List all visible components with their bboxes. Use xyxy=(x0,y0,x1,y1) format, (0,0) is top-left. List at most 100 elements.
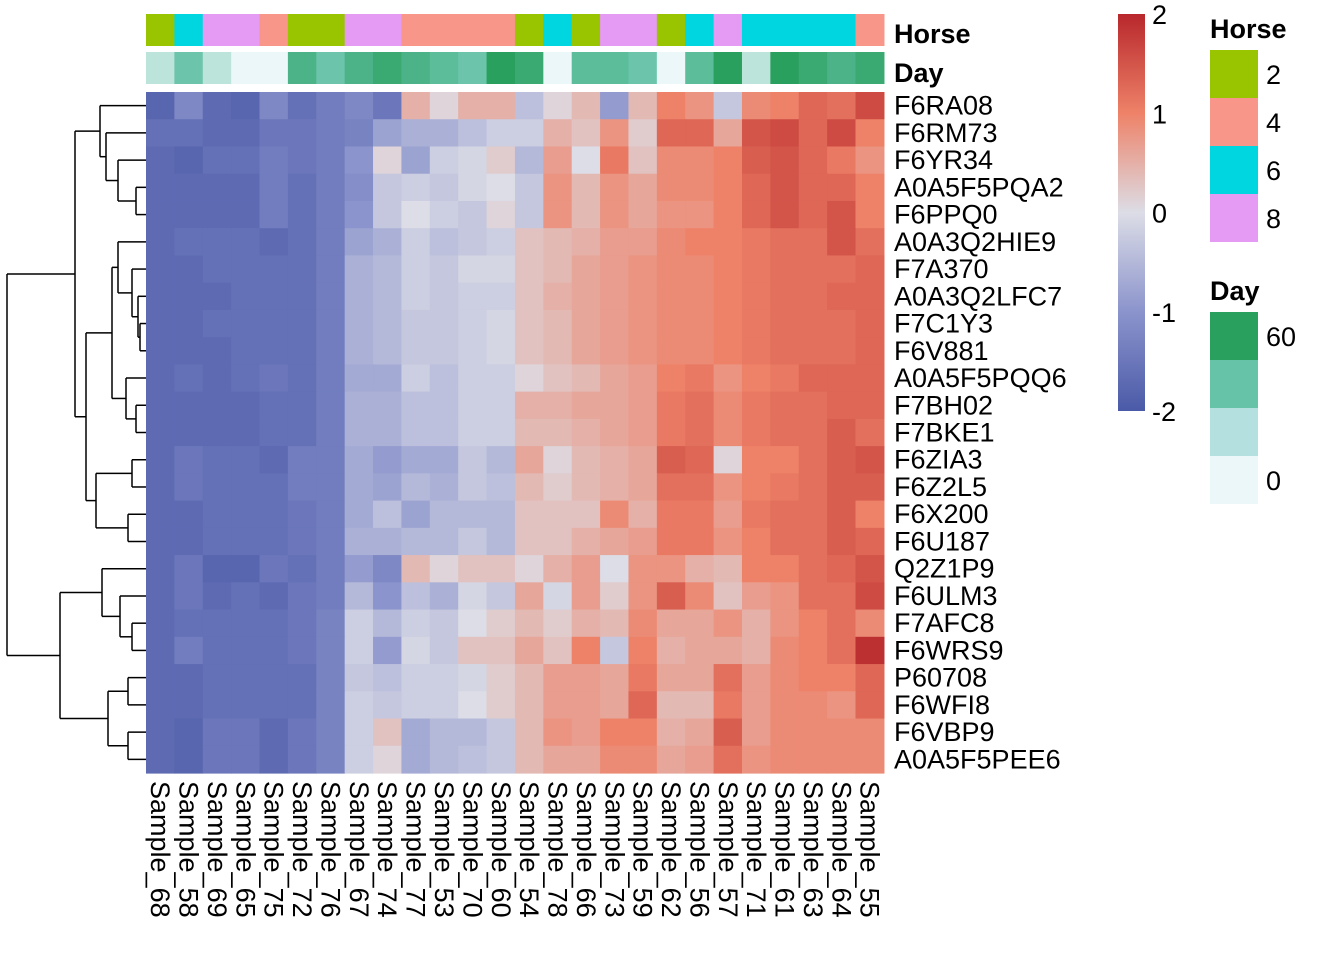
heatmap-cell xyxy=(146,337,175,365)
heatmap-cell xyxy=(571,446,601,474)
horse-annotation-cell xyxy=(656,14,686,46)
heatmap-cell xyxy=(741,718,771,747)
row-label: F6VBP9 xyxy=(894,717,995,747)
row-label: F7BKE1 xyxy=(894,418,995,448)
heatmap-cell xyxy=(344,391,374,420)
heatmap-cell xyxy=(231,664,261,692)
legend-swatch xyxy=(1210,98,1258,146)
heatmap-cell xyxy=(827,555,857,583)
heatmap-cell xyxy=(316,309,346,338)
heatmap-cell xyxy=(373,527,403,556)
heatmap-cell xyxy=(600,718,630,747)
heatmap-cell xyxy=(486,364,516,393)
heatmap-cell xyxy=(429,418,459,447)
heatmap-cell xyxy=(287,446,317,474)
heatmap-cell xyxy=(798,636,828,665)
heatmap-cell xyxy=(600,119,630,148)
heatmap-cell xyxy=(656,609,686,638)
heatmap-cell xyxy=(827,173,857,202)
heatmap-cell xyxy=(827,92,857,120)
heatmap-cell xyxy=(628,146,658,175)
heatmap-cell xyxy=(713,636,743,665)
heatmap-cell xyxy=(827,228,857,257)
column-label: Sample_69 xyxy=(202,781,232,918)
heatmap-cell xyxy=(656,691,686,720)
heatmap-cell xyxy=(202,418,232,447)
heatmap-cell xyxy=(146,391,175,420)
legend-swatch xyxy=(1210,456,1258,504)
heatmap-cell xyxy=(174,664,204,692)
heatmap-cell xyxy=(373,691,403,720)
heatmap-cell xyxy=(713,473,743,502)
heatmap-cell xyxy=(401,582,431,611)
heatmap-cell xyxy=(713,200,743,229)
heatmap-cell xyxy=(770,446,800,474)
heatmap-cell xyxy=(344,92,374,120)
heatmap-cell xyxy=(514,418,544,447)
day-annotation-cell xyxy=(146,52,175,84)
heatmap-cell xyxy=(543,418,573,447)
heatmap-cell xyxy=(855,418,885,447)
heatmap-cell xyxy=(741,582,771,611)
heatmap-cell xyxy=(656,282,686,311)
legend-label: 0 xyxy=(1266,466,1281,496)
row-label: F6RA08 xyxy=(894,91,993,121)
heatmap-cell xyxy=(202,500,232,529)
heatmap-cell xyxy=(713,446,743,474)
heatmap-cell xyxy=(571,255,601,284)
heatmap-cell xyxy=(628,527,658,556)
heatmap-cell xyxy=(600,92,630,120)
horse-annotation-cell xyxy=(373,14,403,46)
heatmap-cell xyxy=(174,446,204,474)
heatmap-cell xyxy=(827,582,857,611)
heatmap-cell xyxy=(571,555,601,583)
heatmap-cell xyxy=(344,282,374,311)
heatmap-cell xyxy=(628,555,658,583)
heatmap-cell xyxy=(685,146,715,175)
column-label: Sample_62 xyxy=(656,781,686,918)
day-annotation-cell xyxy=(231,52,261,84)
heatmap-cell xyxy=(316,255,346,284)
heatmap-cell xyxy=(628,364,658,393)
heatmap-cell xyxy=(514,146,544,175)
heatmap-cell xyxy=(231,636,261,665)
heatmap-cell xyxy=(146,718,175,747)
row-label: F6U187 xyxy=(894,527,990,557)
heatmap-cell xyxy=(174,609,204,638)
heatmap-cell xyxy=(429,391,459,420)
heatmap-cell xyxy=(401,718,431,747)
heatmap-cell xyxy=(344,200,374,229)
heatmap-cell xyxy=(429,282,459,311)
heatmap-cell xyxy=(287,636,317,665)
heatmap-cell xyxy=(600,418,630,447)
heatmap-cell xyxy=(174,119,204,148)
heatmap-cell xyxy=(146,527,175,556)
legend-swatch xyxy=(1210,50,1258,98)
heatmap-cell xyxy=(401,282,431,311)
column-label: Sample_56 xyxy=(684,781,714,918)
heatmap-cell xyxy=(401,119,431,148)
heatmap-cell xyxy=(146,636,175,665)
heatmap-cell xyxy=(827,500,857,529)
heatmap-cell xyxy=(770,636,800,665)
heatmap-cell xyxy=(798,146,828,175)
heatmap-cell xyxy=(855,500,885,529)
heatmap-cell xyxy=(855,200,885,229)
heatmap-cell xyxy=(628,282,658,311)
heatmap-cell xyxy=(231,745,261,774)
heatmap-cell xyxy=(146,200,175,229)
heatmap-cell xyxy=(401,364,431,393)
column-label: Sample_66 xyxy=(571,781,601,918)
heatmap-cell xyxy=(628,337,658,365)
day-annotation-cell xyxy=(571,52,601,84)
heatmap-cell xyxy=(656,418,686,447)
heatmap-cell xyxy=(259,555,289,583)
heatmap-cell xyxy=(827,146,857,175)
heatmap-cell xyxy=(827,527,857,556)
heatmap-cell xyxy=(486,200,516,229)
heatmap-cell xyxy=(628,391,658,420)
heatmap-cell xyxy=(287,500,317,529)
heatmap-cell xyxy=(855,92,885,120)
heatmap-cell xyxy=(514,718,544,747)
